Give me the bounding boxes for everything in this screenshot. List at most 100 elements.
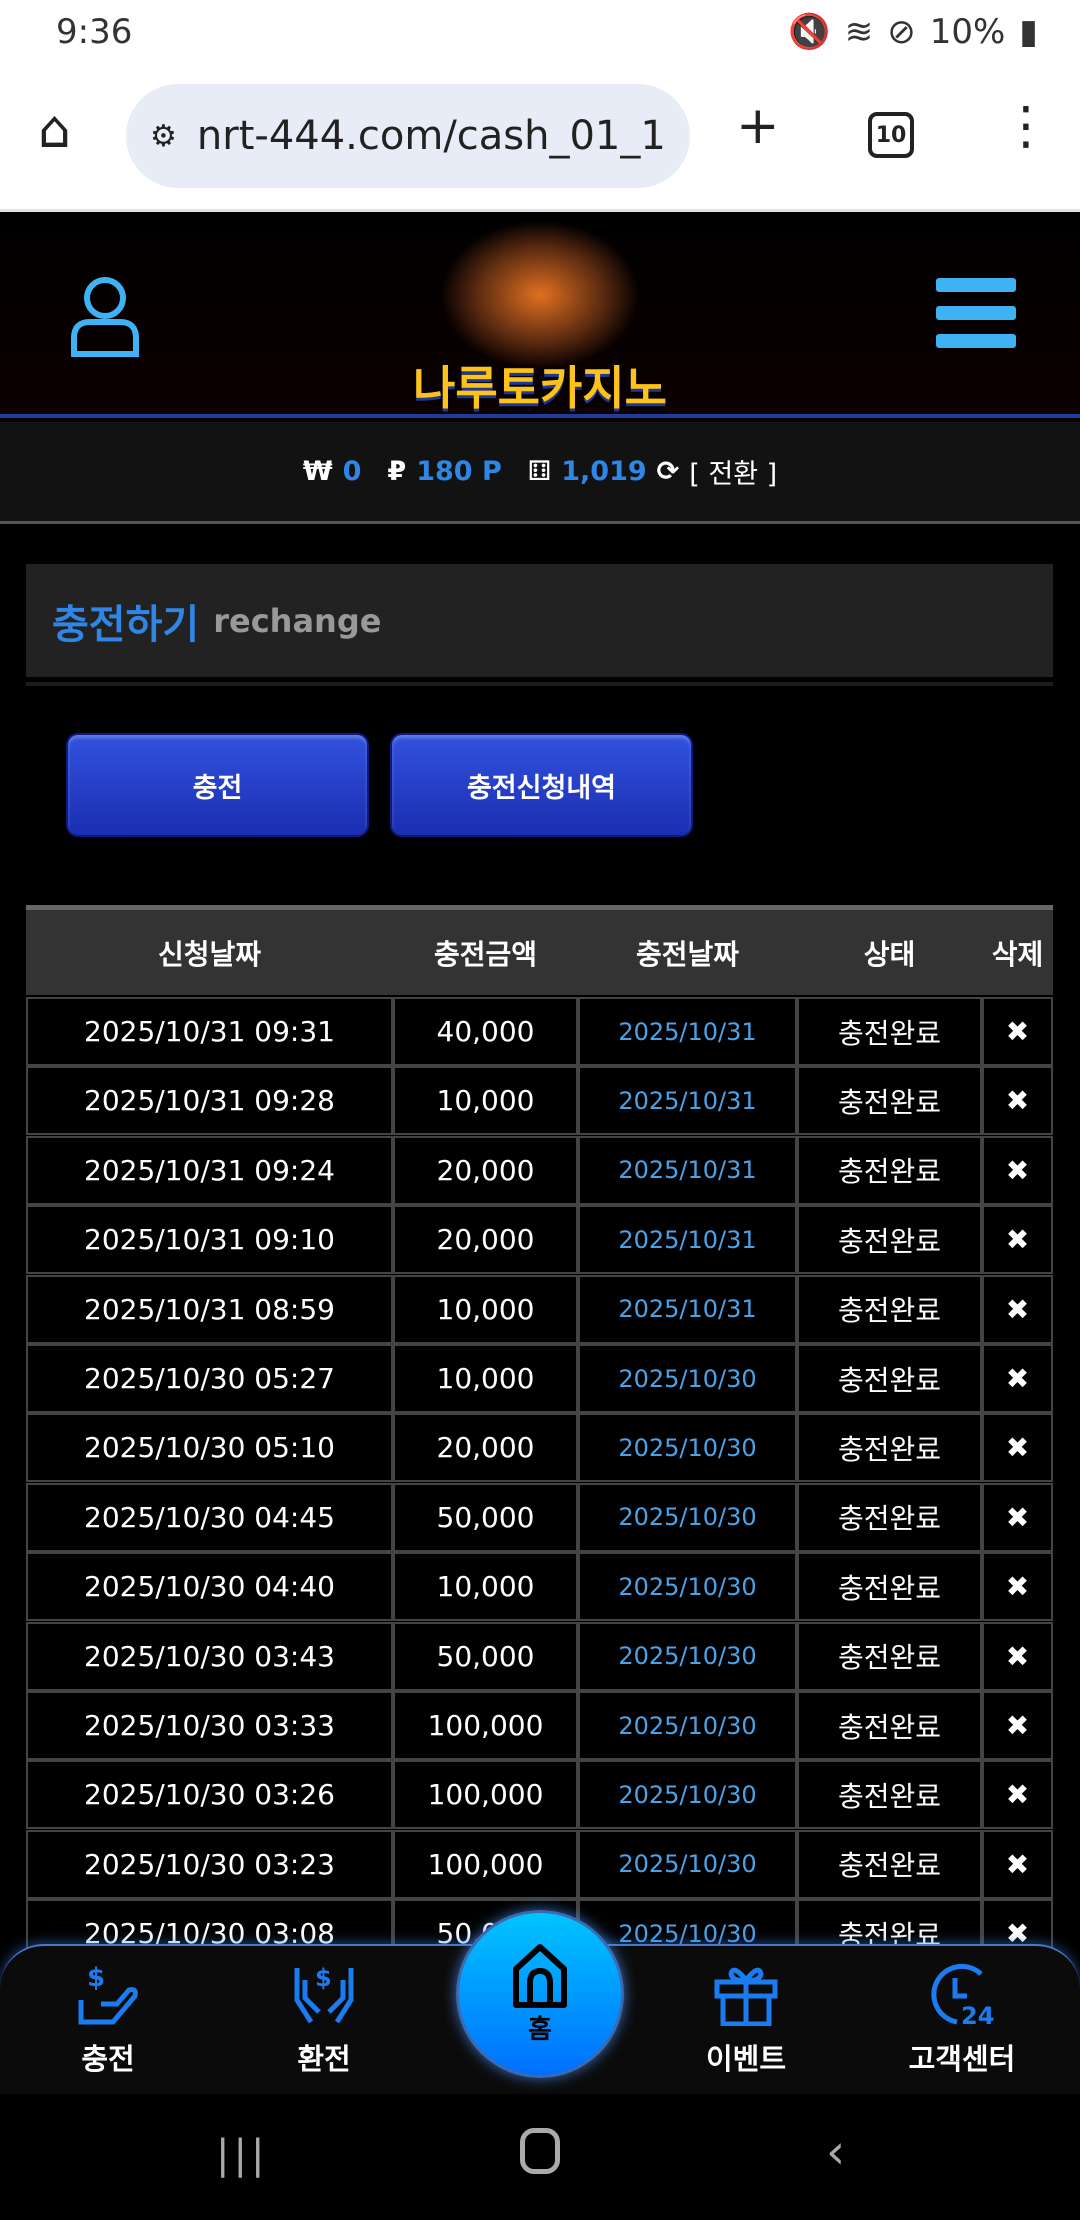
won-icon: ₩	[302, 456, 333, 487]
request-date: 2025/10/30 03:33	[26, 1691, 393, 1760]
logo-character-image	[440, 220, 640, 370]
balance-bar: ₩ 0 ₽ 180 P ⚅ 1,019 ⟳ [ 전환 ]	[0, 422, 1080, 524]
exchange-icon: $	[294, 1964, 354, 2024]
status: 충전완료	[797, 1552, 982, 1622]
status: 충전완료	[797, 997, 982, 1066]
nav-charge[interactable]: $ 충전	[28, 1960, 188, 2078]
home-button-icon[interactable]	[520, 2128, 560, 2174]
battery-icon: ▮	[1019, 12, 1038, 52]
refresh-icon[interactable]: ⟳	[656, 456, 680, 487]
charge-date: 2025/10/30	[578, 1760, 797, 1830]
status-bar: 9:36 🔇 ≋ ⊘ 10% ▮	[0, 0, 1080, 66]
nav-home[interactable]: 홈	[456, 1910, 624, 2078]
col-amount: 충전금액	[433, 937, 538, 971]
request-date: 2025/10/30 03:26	[26, 1760, 393, 1830]
point-icon: ₽	[387, 456, 407, 487]
delete-icon[interactable]: ✖	[982, 1135, 1053, 1205]
table-row: 2025/10/31 09:10 20,000 2025/10/31 충전완료 ✖	[26, 1205, 1053, 1275]
address-bar[interactable]: ⚙ nrt-444.com/cash_01_1	[126, 84, 690, 188]
col-request-date: 신청날짜	[157, 937, 262, 971]
col-delete: 삭제	[991, 937, 1044, 971]
svg-text:$: $	[87, 1963, 105, 1993]
request-date: 2025/10/30 05:27	[26, 1344, 393, 1413]
amount: 100,000	[393, 1760, 578, 1830]
convert-link[interactable]: [ 전환 ]	[689, 459, 778, 490]
request-date: 2025/10/30 04:45	[26, 1482, 393, 1552]
table-row: 2025/10/31 09:24 20,000 2025/10/31 충전완료 ✖	[26, 1135, 1053, 1205]
amount: 50,000	[393, 1482, 578, 1552]
site-header: 나루토카지노	[0, 212, 1080, 418]
recents-icon[interactable]: |||	[216, 2132, 269, 2178]
status: 충전완료	[797, 1274, 982, 1344]
table-row: 2025/10/30 03:43 50,000 2025/10/30 충전완료 ✖	[26, 1621, 1053, 1691]
charge-button[interactable]: 충전	[66, 733, 369, 837]
support-24-icon: 24	[931, 1963, 994, 2026]
delete-icon[interactable]: ✖	[982, 1066, 1053, 1136]
user-icon[interactable]	[68, 274, 142, 358]
tab-switcher[interactable]: 10	[868, 112, 914, 158]
amount: 10,000	[393, 1274, 578, 1344]
request-date: 2025/10/31 08:59	[26, 1274, 393, 1344]
table-row: 2025/10/30 03:26 100,000 2025/10/30 충전완료 ✖	[26, 1760, 1053, 1830]
status: 충전완료	[797, 1066, 982, 1136]
back-icon[interactable]: ‹	[826, 2124, 846, 2180]
request-date: 2025/10/31 09:10	[26, 1205, 393, 1275]
charge-history-button[interactable]: 충전신청내역	[390, 733, 693, 837]
battery-level: 10%	[929, 12, 1006, 52]
menu-icon[interactable]	[936, 278, 1016, 348]
table-row: 2025/10/30 04:45 50,000 2025/10/30 충전완료 ✖	[26, 1482, 1053, 1552]
nav-exchange[interactable]: $ 환전	[244, 1960, 404, 2078]
table-row: 2025/10/30 03:23 100,000 2025/10/30 충전완료 ✖	[26, 1829, 1053, 1899]
amount: 20,000	[393, 1413, 578, 1483]
status: 충전완료	[797, 1135, 982, 1205]
request-date: 2025/10/31 09:31	[26, 997, 393, 1066]
status: 충전완료	[797, 1621, 982, 1691]
more-menu-icon[interactable]: ⋮	[1000, 96, 1052, 156]
delete-icon[interactable]: ✖	[982, 1621, 1053, 1691]
request-date: 2025/10/30 05:10	[26, 1413, 393, 1483]
col-charge-date: 충전날짜	[635, 937, 740, 971]
charge-date: 2025/10/31	[578, 1135, 797, 1205]
charge-date: 2025/10/31	[578, 997, 797, 1066]
title-ko: 충전하기	[52, 601, 200, 648]
divider	[26, 682, 1053, 686]
browser-toolbar: ⌂ ⚙ nrt-444.com/cash_01_1 + 10 ⋮	[0, 66, 1080, 212]
point-balance: 180 P	[416, 456, 502, 487]
delete-icon[interactable]: ✖	[982, 1760, 1053, 1830]
site-settings-icon[interactable]: ⚙	[150, 118, 177, 154]
charge-date: 2025/10/30	[578, 1413, 797, 1483]
delete-icon[interactable]: ✖	[982, 1691, 1053, 1760]
logo[interactable]: 나루토카지노	[413, 361, 667, 415]
amount: 20,000	[393, 1205, 578, 1275]
new-tab-icon[interactable]: +	[736, 96, 780, 156]
table-row: 2025/10/31 08:59 10,000 2025/10/31 충전완료 ✖	[26, 1274, 1053, 1344]
table-row: 2025/10/30 04:40 10,000 2025/10/30 충전완료 ✖	[26, 1552, 1053, 1622]
delete-icon[interactable]: ✖	[982, 1552, 1053, 1622]
home-icon[interactable]: ⌂	[38, 100, 72, 160]
delete-icon[interactable]: ✖	[982, 1482, 1053, 1552]
table-row: 2025/10/31 09:31 40,000 2025/10/31 충전완료 ✖	[26, 997, 1053, 1066]
delete-icon[interactable]: ✖	[982, 1413, 1053, 1483]
amount: 40,000	[393, 997, 578, 1066]
charge-icon: $	[78, 1963, 138, 2025]
table-row: 2025/10/30 03:33 100,000 2025/10/30 충전완료 ✖	[26, 1691, 1053, 1760]
delete-icon[interactable]: ✖	[982, 1829, 1053, 1899]
nav-event[interactable]: 이벤트	[666, 1960, 826, 2078]
delete-icon[interactable]: ✖	[982, 1205, 1053, 1275]
svg-text:24: 24	[961, 2002, 994, 2026]
gift-icon	[714, 1967, 778, 2026]
title-en: rechange	[213, 601, 382, 640]
url-text[interactable]: nrt-444.com/cash_01_1	[196, 113, 666, 159]
chip-balance: 1,019	[561, 456, 647, 487]
charge-date: 2025/10/30	[578, 1482, 797, 1552]
delete-icon[interactable]: ✖	[982, 1344, 1053, 1413]
status: 충전완료	[797, 1829, 982, 1899]
charge-date: 2025/10/30	[578, 1344, 797, 1413]
col-status: 상태	[863, 937, 916, 971]
charge-date: 2025/10/31	[578, 1274, 797, 1344]
delete-icon[interactable]: ✖	[982, 997, 1053, 1066]
system-nav: ||| ‹	[0, 2094, 1080, 2220]
request-date: 2025/10/31 09:24	[26, 1135, 393, 1205]
nav-support[interactable]: 24 고객센터	[882, 1960, 1042, 2078]
delete-icon[interactable]: ✖	[982, 1274, 1053, 1344]
